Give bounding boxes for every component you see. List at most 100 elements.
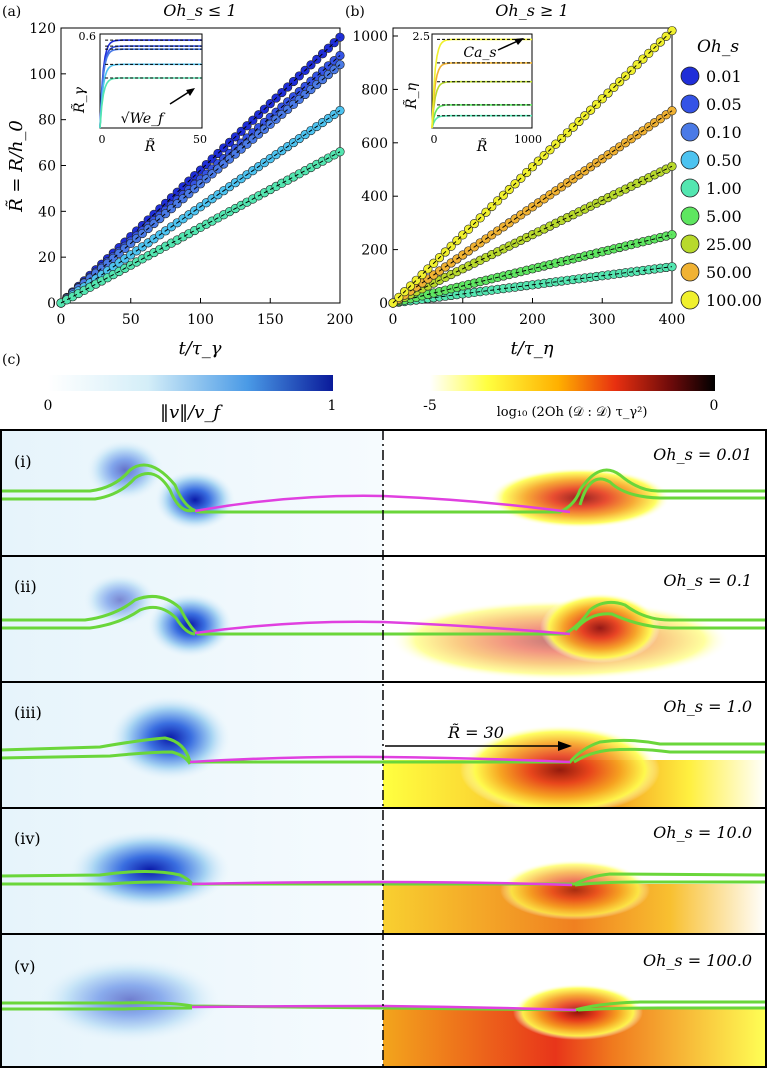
film-lower-right — [573, 612, 766, 631]
chart-a-inset-xlabel: R̃ — [144, 137, 156, 155]
velocity-hotspot — [155, 470, 235, 530]
chart-a: (a) Oh_s ≤ 1 0 50 100 150 200 0 20 40 60 80 100 12… — [2, 1, 353, 359]
legend-entry: 100.00 — [680, 290, 762, 310]
colorbar-velocity: 0 1 ‖v‖/v_f — [44, 375, 337, 423]
film-lower-left — [0, 880, 193, 886]
legend-label: 0.50 — [706, 151, 742, 170]
chart-b-ytick-label: 800 — [361, 82, 388, 98]
colorbar-velocity-min: 0 — [44, 398, 53, 414]
dissipation-hotspot — [500, 860, 650, 920]
chart-b-x-ticks: 0 100 200 300 400 — [389, 298, 686, 328]
colorbar-dissipation-bar — [430, 375, 715, 391]
chart-a-xtick-label: 200 — [327, 312, 354, 328]
film-lower-right — [574, 880, 766, 887]
chart-b: (b) Oh_s ≥ 1 0 100 200 300 400 0 200 400 600 800… — [345, 1, 685, 359]
chart-b-fit-line — [392, 165, 673, 304]
snapshot-row-5: (v) Oh_s = 100.0 — [0, 934, 766, 1067]
snapshot-roman-2: (ii) — [14, 577, 37, 596]
legend-marker — [680, 178, 700, 198]
chart-a-point — [335, 32, 345, 42]
legend-label: 25.00 — [706, 235, 752, 254]
colorbar-dissipation-min: -5 — [423, 398, 437, 414]
chart-b-xtick-label: 200 — [519, 312, 546, 328]
chart-a-series — [56, 32, 345, 308]
snapshot-row-1: (i) Oh_s = 0.01 — [0, 430, 766, 556]
chart-b-inset-xtick-1: 1000 — [514, 133, 542, 146]
legend-label: 1.00 — [706, 179, 742, 198]
legend-entry: 1.00 — [680, 178, 742, 198]
chart-a-fit-line — [60, 110, 341, 304]
chart-b-series-100.00 — [388, 26, 677, 308]
chart-a-xtick-label: 0 — [57, 312, 66, 328]
snapshot-label-4: Oh_s = 10.0 — [653, 823, 752, 842]
legend-marker — [680, 262, 700, 282]
legend-label: 50.00 — [706, 263, 752, 282]
chart-b-xtick-label: 100 — [449, 312, 476, 328]
legend-entry: 0.10 — [680, 122, 742, 142]
snapshot-label-3: Oh_s = 1.0 — [663, 697, 752, 716]
chart-b-series — [388, 26, 677, 308]
chart-b-series-1.00 — [388, 262, 677, 308]
legend-entry: 50.00 — [680, 262, 752, 282]
snapshot-roman-5: (v) — [14, 957, 36, 976]
chart-b-fit-line — [392, 110, 673, 304]
chart-a-y-ticks: 0 20 40 60 80 100 120 — [29, 21, 66, 312]
legend-entry: 5.00 — [680, 206, 742, 226]
film-lower-left — [0, 1006, 193, 1011]
chart-b-inset-curves — [431, 38, 532, 129]
film-lower-left — [0, 605, 196, 636]
chart-a-ytick-label: 60 — [38, 159, 56, 175]
chart-a-xtick-label: 100 — [187, 312, 214, 328]
chart-a-inset-ylabel: R̃_γ — [70, 86, 88, 114]
legend-label: 100.00 — [706, 291, 762, 310]
legend-entries: 0.01 0.05 0.10 0.50 1.00 5.00 25.00 50.00 100.00 — [680, 66, 762, 310]
chart-b-fit-line — [392, 30, 673, 304]
chart-a-ytick-label: 80 — [38, 113, 56, 129]
chart-b-xtick-label: 300 — [589, 312, 616, 328]
chart-a-inset-annotation: √We_f — [121, 111, 166, 127]
snapshot-row-4: (iv) Oh_s = 10.0 — [0, 808, 767, 934]
chart-a-fit-line — [60, 64, 341, 304]
chart-b-xlabel: t/τ_η — [510, 338, 553, 359]
chart-b-xtick-label: 400 — [659, 312, 686, 328]
velocity-hotspot-2 — [87, 440, 163, 500]
chart-b-inset: 2.5 0 1000 R̃ R̃_η Ca_s — [402, 30, 542, 155]
chart-b-inset-ytick: 2.5 — [413, 30, 431, 43]
chart-b-ytick-label: 200 — [361, 243, 388, 259]
chart-b-ytick-label: 1000 — [352, 29, 388, 45]
velocity-hotspot — [70, 830, 230, 910]
velocity-hotspot — [40, 958, 220, 1042]
chart-a-x-ticks: 0 50 100 150 200 — [57, 298, 354, 328]
chart-a-inset-xtick-0: 0 — [99, 133, 106, 146]
legend-label: 0.01 — [706, 67, 742, 86]
snapshot-row-2: (ii) Oh_s = 0.1 — [0, 556, 766, 682]
legend-label: 5.00 — [706, 207, 742, 226]
film-upper — [0, 594, 766, 636]
chart-a-fit-line — [60, 151, 341, 304]
legend-label: 0.10 — [706, 123, 742, 142]
snapshot-panels: (i) Oh_s = 0.01 (ii) Oh_s = 0.1 — [0, 429, 767, 1068]
snapshot-label-1: Oh_s = 0.01 — [653, 445, 752, 464]
dissipation-hotspot-2 — [540, 593, 660, 663]
colorbar-velocity-max: 1 — [328, 398, 337, 414]
snapshot-roman-4: (iv) — [14, 829, 41, 848]
film-upper — [0, 870, 767, 886]
chart-a-xtick-label: 50 — [122, 312, 140, 328]
film-upper — [0, 1000, 766, 1012]
r30-arrowhead — [558, 741, 572, 751]
chart-a-xtick-label: 150 — [257, 312, 284, 328]
chart-a-inset-ytick: 0.6 — [79, 30, 97, 43]
legend-entry: 25.00 — [680, 234, 752, 254]
chart-b-inset-xlabel: R̃ — [476, 137, 488, 155]
chart-b-fit-line — [392, 234, 673, 304]
chart-a-fit-line — [60, 55, 341, 304]
chart-b-ytick-label: 0 — [379, 296, 388, 312]
chart-b-xtick-label: 0 — [389, 312, 398, 328]
chart-b-inset-arrowhead — [514, 38, 524, 45]
film-interface — [191, 880, 573, 887]
chart-a-ytick-label: 120 — [29, 21, 56, 37]
chart-b-ytick-label: 600 — [361, 136, 388, 152]
snapshot-roman-1: (i) — [14, 452, 32, 471]
legend-entry: 0.01 — [680, 66, 742, 86]
